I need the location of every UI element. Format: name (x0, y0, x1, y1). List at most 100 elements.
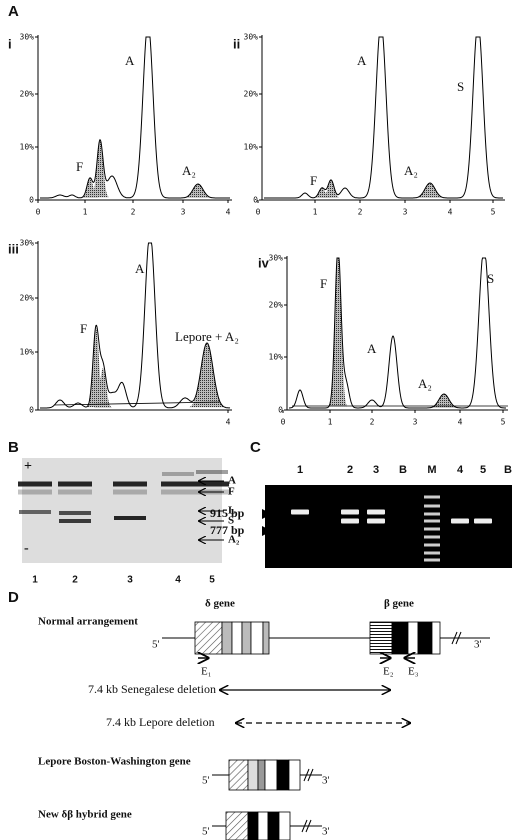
ladder-band (424, 504, 440, 508)
band-label: S (228, 515, 234, 527)
gel-band (474, 518, 492, 524)
gel-band (19, 510, 51, 514)
row-label: Normal arrangement (38, 616, 138, 628)
x-tick-label: 0 (281, 418, 286, 427)
subpanel-label: iv (258, 255, 270, 270)
x-tick-label: 5 (491, 208, 496, 217)
panel-label: D (8, 589, 19, 606)
gel-band (161, 489, 195, 495)
gel-band (113, 481, 147, 487)
gene-segment (221, 621, 233, 655)
gel (265, 485, 512, 568)
gel-band (58, 489, 92, 495)
x-tick-label: 4 (226, 208, 231, 217)
band-label: A (228, 475, 236, 487)
lane-label: 2 (347, 464, 353, 476)
break (451, 631, 458, 645)
lane-label: 2 (72, 575, 78, 586)
primer-label: E₃ (408, 666, 419, 678)
ladder-band (424, 512, 440, 516)
gene-segment (241, 621, 252, 655)
gene-segment (369, 621, 393, 655)
ladder-band (424, 543, 440, 547)
peak-label: A (135, 261, 145, 276)
band-label: F (228, 486, 235, 498)
lane-label: 3 (127, 575, 133, 586)
y-tick-label: 0 (253, 196, 258, 205)
gel-band (18, 489, 52, 495)
lane-label: 4 (457, 464, 464, 476)
break (303, 768, 310, 782)
ladder-band (424, 558, 440, 562)
x-tick-label: 1 (313, 208, 318, 217)
peak-label: S (487, 271, 494, 286)
gene-segment (231, 621, 243, 655)
shaded-peak (183, 184, 213, 198)
y-tick-label: 30% (20, 33, 35, 42)
gel (22, 458, 222, 563)
gene-segment (276, 759, 290, 791)
x-tick-label: 4 (448, 208, 453, 217)
end-label: 3' (322, 775, 330, 787)
gel-band (161, 481, 195, 487)
y-tick-label: 10% (20, 348, 35, 357)
deletion-label: 7.4 kb Senegalese deletion (88, 682, 216, 696)
x-tick-label: 2 (370, 418, 375, 427)
x-tick-label: 3 (181, 208, 186, 217)
gel-band (341, 518, 359, 524)
peak-label: F (80, 321, 87, 336)
primer-label: E₂ (383, 666, 394, 678)
gel-band (195, 481, 229, 487)
subpanel-label: ii (233, 36, 240, 51)
lane-label: 5 (209, 575, 215, 586)
gel-band (59, 511, 91, 515)
peak-label: F (310, 173, 317, 188)
size-label: 915 bp (210, 506, 245, 520)
ladder-band (424, 527, 440, 531)
gene-segment (250, 621, 264, 655)
lane-label: 4 (175, 575, 181, 586)
row-label: Lepore Boston-Washington gene (38, 756, 191, 768)
gel-band (451, 518, 469, 524)
break (305, 819, 312, 833)
break (455, 631, 462, 645)
peak-label: A₂ (404, 163, 418, 178)
row-label: New δβ hybrid gene (38, 809, 132, 821)
trace (264, 36, 503, 199)
lane-label: 1 (32, 575, 38, 586)
x-tick-label: 1 (83, 208, 88, 217)
x-tick-label: 4 (458, 418, 463, 427)
y-tick-label: 20% (20, 90, 35, 99)
end-label: 5' (202, 826, 210, 838)
peak-label: Lepore + A₂ (175, 329, 239, 344)
gene-label: β gene (384, 598, 414, 610)
y-tick-label: 30% (244, 33, 259, 42)
x-tick-label: 0 (36, 208, 41, 217)
gene-segment (431, 621, 441, 655)
y-tick-label: 10% (20, 143, 35, 152)
gene-segment (417, 621, 433, 655)
gel-sign: + (24, 459, 32, 474)
x-tick-label: 2 (131, 208, 136, 217)
gene-segment (264, 759, 278, 791)
x-tick-label: 2 (358, 208, 363, 217)
ladder-band (424, 551, 440, 555)
subpanel-label: i (8, 36, 12, 51)
gene-segment (391, 621, 409, 655)
y-tick-label: 20% (269, 301, 284, 310)
y-tick-label: 10% (269, 353, 284, 362)
gel-band (367, 518, 385, 524)
y-tick-label: 10% (244, 143, 259, 152)
gene-segment (288, 759, 301, 791)
shaded-peak (94, 368, 112, 408)
trace (40, 242, 231, 409)
gene-segment (194, 621, 223, 655)
gene-label: δ gene (205, 598, 235, 610)
gene-segment (407, 621, 419, 655)
gel-band (113, 489, 147, 495)
y-tick-label: 0 (29, 406, 34, 415)
gel-band (196, 470, 228, 474)
gel-band (367, 509, 385, 515)
gel-band (341, 509, 359, 515)
